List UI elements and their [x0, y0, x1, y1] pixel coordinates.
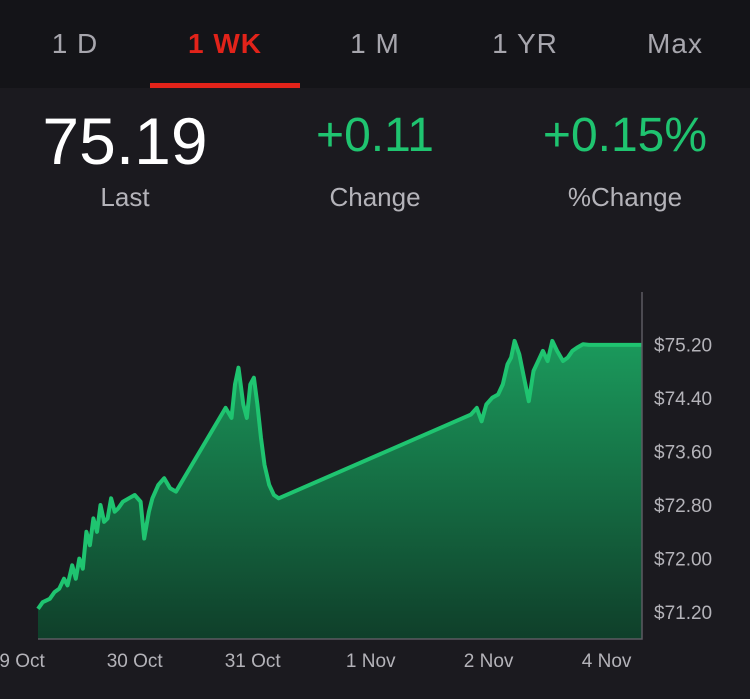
x-tick-label: 1 Nov: [346, 651, 396, 672]
x-tick-label: 4 Nov: [582, 651, 632, 672]
timeframe-tab-bar: 1 D 1 WK 1 M 1 YR Max: [0, 0, 750, 88]
x-tick-label: 2 Nov: [464, 651, 514, 672]
y-tick-label: $72.00: [654, 550, 712, 571]
price-chart: $75.20 $74.40 $73.60 $72.80 $72.00 $71.20 29 O…: [0, 292, 712, 672]
price-area-fill: [38, 340, 642, 639]
active-tab-indicator: [150, 83, 300, 88]
x-tick-label: 29 Oct: [0, 651, 45, 672]
change-label: Change: [329, 182, 421, 212]
tab-1d[interactable]: 1 D: [51, 28, 99, 59]
price-line: [36, 338, 642, 611]
y-tick-label: $73.60: [654, 442, 712, 463]
last-price-value: 75.19: [42, 104, 208, 178]
y-tick-label: $74.40: [654, 389, 712, 410]
change-value: +0.11: [316, 109, 434, 162]
y-tick-label: $75.20: [654, 335, 712, 356]
x-tick-label: 31 Oct: [225, 651, 282, 672]
tab-max[interactable]: Max: [647, 28, 703, 59]
last-price-label: Last: [100, 182, 150, 212]
tab-1yr[interactable]: 1 YR: [492, 28, 558, 59]
percent-change-label: %Change: [567, 182, 683, 212]
x-tick-label: 30 Oct: [107, 651, 164, 672]
y-tick-label: $71.20: [654, 603, 712, 624]
chart-axes: [38, 292, 643, 640]
percent-change-value: +0.15%: [542, 109, 708, 162]
y-tick-label: $72.80: [654, 496, 712, 517]
tab-1wk[interactable]: 1 WK: [188, 28, 262, 59]
tab-1m[interactable]: 1 M: [350, 28, 400, 59]
